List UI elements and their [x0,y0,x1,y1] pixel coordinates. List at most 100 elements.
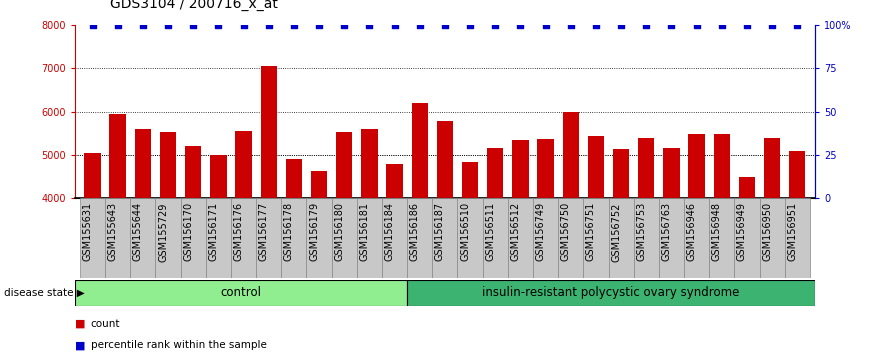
Text: GSM156510: GSM156510 [460,202,470,261]
Bar [411,103,428,354]
Bar [785,198,810,278]
Bar [613,149,629,354]
Point [412,22,426,28]
Text: GSM155644: GSM155644 [133,202,143,261]
Bar [261,66,277,354]
Bar [331,198,357,278]
Point [161,22,175,28]
Bar [407,198,433,278]
Bar [336,132,352,354]
Text: GSM156184: GSM156184 [385,202,395,261]
Point [640,22,654,28]
Point [564,22,578,28]
Point [664,22,678,28]
Bar [130,198,155,278]
Bar [487,148,503,354]
Bar [80,198,105,278]
Bar [85,153,100,354]
Text: GSM156178: GSM156178 [284,202,294,261]
Text: GSM156186: GSM156186 [410,202,419,261]
Point [362,22,376,28]
Text: GSM156753: GSM156753 [636,202,647,262]
Text: GSM156951: GSM156951 [788,202,797,261]
Point [714,22,729,28]
Bar [714,134,730,354]
Bar [537,139,554,354]
Bar [457,198,483,278]
Bar [659,198,684,278]
Point [614,22,628,28]
Bar [361,129,378,354]
Bar [109,114,126,354]
Text: GSM156170: GSM156170 [183,202,193,261]
Bar [181,198,206,278]
Text: GSM156750: GSM156750 [561,202,571,262]
Text: GSM156946: GSM156946 [686,202,697,261]
Bar [211,155,226,354]
Bar [709,198,735,278]
Point [287,22,301,28]
Text: GSM156949: GSM156949 [737,202,747,261]
Point [589,22,603,28]
Text: ■: ■ [75,340,85,350]
Point [211,22,226,28]
Bar [483,198,507,278]
Bar [735,198,759,278]
Bar [231,198,256,278]
Bar [307,198,331,278]
Point [488,22,502,28]
Bar [688,134,705,354]
Bar [206,198,231,278]
Point [236,22,250,28]
Text: GSM156948: GSM156948 [712,202,722,261]
Bar [563,112,579,354]
Bar [437,121,453,354]
Bar [285,159,302,354]
Bar [638,137,655,354]
Point [388,22,402,28]
Text: GSM156177: GSM156177 [259,202,269,262]
Point [514,22,528,28]
Text: insulin-resistant polycystic ovary syndrome: insulin-resistant polycystic ovary syndr… [482,286,739,299]
Bar [633,198,659,278]
Point [438,22,452,28]
Text: GSM156511: GSM156511 [485,202,495,261]
Bar [281,198,307,278]
Point [765,22,779,28]
Text: GSM156171: GSM156171 [209,202,218,261]
Point [337,22,352,28]
Text: ■: ■ [75,319,85,329]
Point [463,22,478,28]
Text: GSM155729: GSM155729 [158,202,168,262]
Bar [256,198,281,278]
Bar [533,198,559,278]
Bar [789,150,805,354]
Bar [185,146,202,354]
Bar [433,198,457,278]
Bar [759,198,785,278]
Text: GSM156950: GSM156950 [762,202,772,261]
Bar [311,171,327,354]
Bar [609,198,633,278]
Bar [507,198,533,278]
Text: GSM156176: GSM156176 [233,202,243,261]
Bar [559,198,583,278]
Bar [382,198,407,278]
Bar [583,198,609,278]
Text: GSM156187: GSM156187 [435,202,445,261]
Bar [357,198,382,278]
Bar [135,129,151,354]
Point [740,22,754,28]
Point [690,22,704,28]
Point [111,22,125,28]
Bar [684,198,709,278]
Bar [739,177,755,354]
Bar [105,198,130,278]
Text: control: control [220,286,262,299]
Text: percentile rank within the sample: percentile rank within the sample [91,340,267,350]
Text: GSM156179: GSM156179 [309,202,319,261]
Text: disease state ▶: disease state ▶ [4,288,85,298]
Point [312,22,326,28]
Text: GSM156180: GSM156180 [334,202,344,261]
Point [262,22,276,28]
